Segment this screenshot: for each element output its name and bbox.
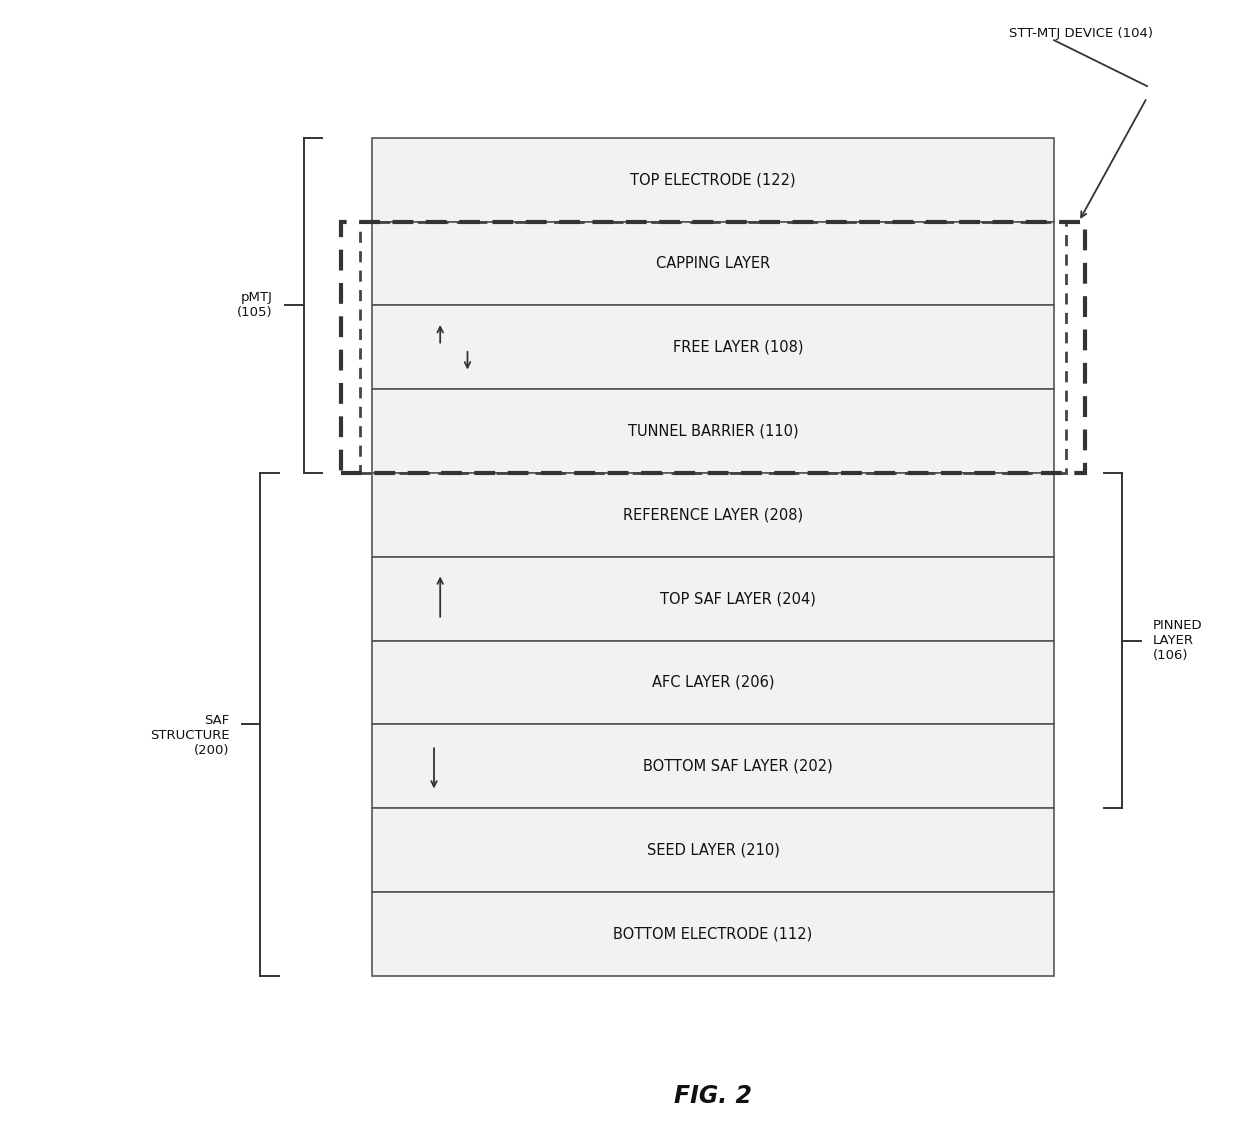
Text: TUNNEL BARRIER (110): TUNNEL BARRIER (110) [627, 424, 799, 439]
Bar [372, 138, 1054, 222]
Text: CAPPING LAYER: CAPPING LAYER [656, 256, 770, 271]
Text: SEED LAYER (210): SEED LAYER (210) [646, 843, 780, 858]
Text: TOP SAF LAYER (204): TOP SAF LAYER (204) [660, 591, 816, 606]
Text: AFC LAYER (206): AFC LAYER (206) [652, 675, 774, 690]
Bar [372, 473, 1054, 557]
Text: SAF
STRUCTURE
(200): SAF STRUCTURE (200) [150, 714, 229, 758]
Bar [372, 724, 1054, 808]
Bar [372, 222, 1054, 305]
Text: TOP ELECTRODE (122): TOP ELECTRODE (122) [630, 172, 796, 187]
Text: BOTTOM ELECTRODE (112): BOTTOM ELECTRODE (112) [614, 926, 812, 941]
Text: FREE LAYER (108): FREE LAYER (108) [672, 340, 804, 355]
Text: BOTTOM SAF LAYER (202): BOTTOM SAF LAYER (202) [642, 759, 833, 774]
Bar [372, 305, 1054, 389]
Text: STT-MTJ DEVICE (104): STT-MTJ DEVICE (104) [1009, 28, 1153, 40]
Bar [372, 641, 1054, 724]
Bar [372, 557, 1054, 641]
Text: PINNED
LAYER
(106): PINNED LAYER (106) [1153, 619, 1203, 662]
Text: pMTJ
(105): pMTJ (105) [237, 292, 273, 319]
Bar [372, 389, 1054, 473]
Bar [372, 808, 1054, 892]
Text: REFERENCE LAYER (208): REFERENCE LAYER (208) [622, 507, 804, 522]
Bar [360, 222, 1066, 473]
Bar [341, 222, 1085, 473]
Bar [372, 892, 1054, 976]
Text: FIG. 2: FIG. 2 [675, 1085, 751, 1108]
